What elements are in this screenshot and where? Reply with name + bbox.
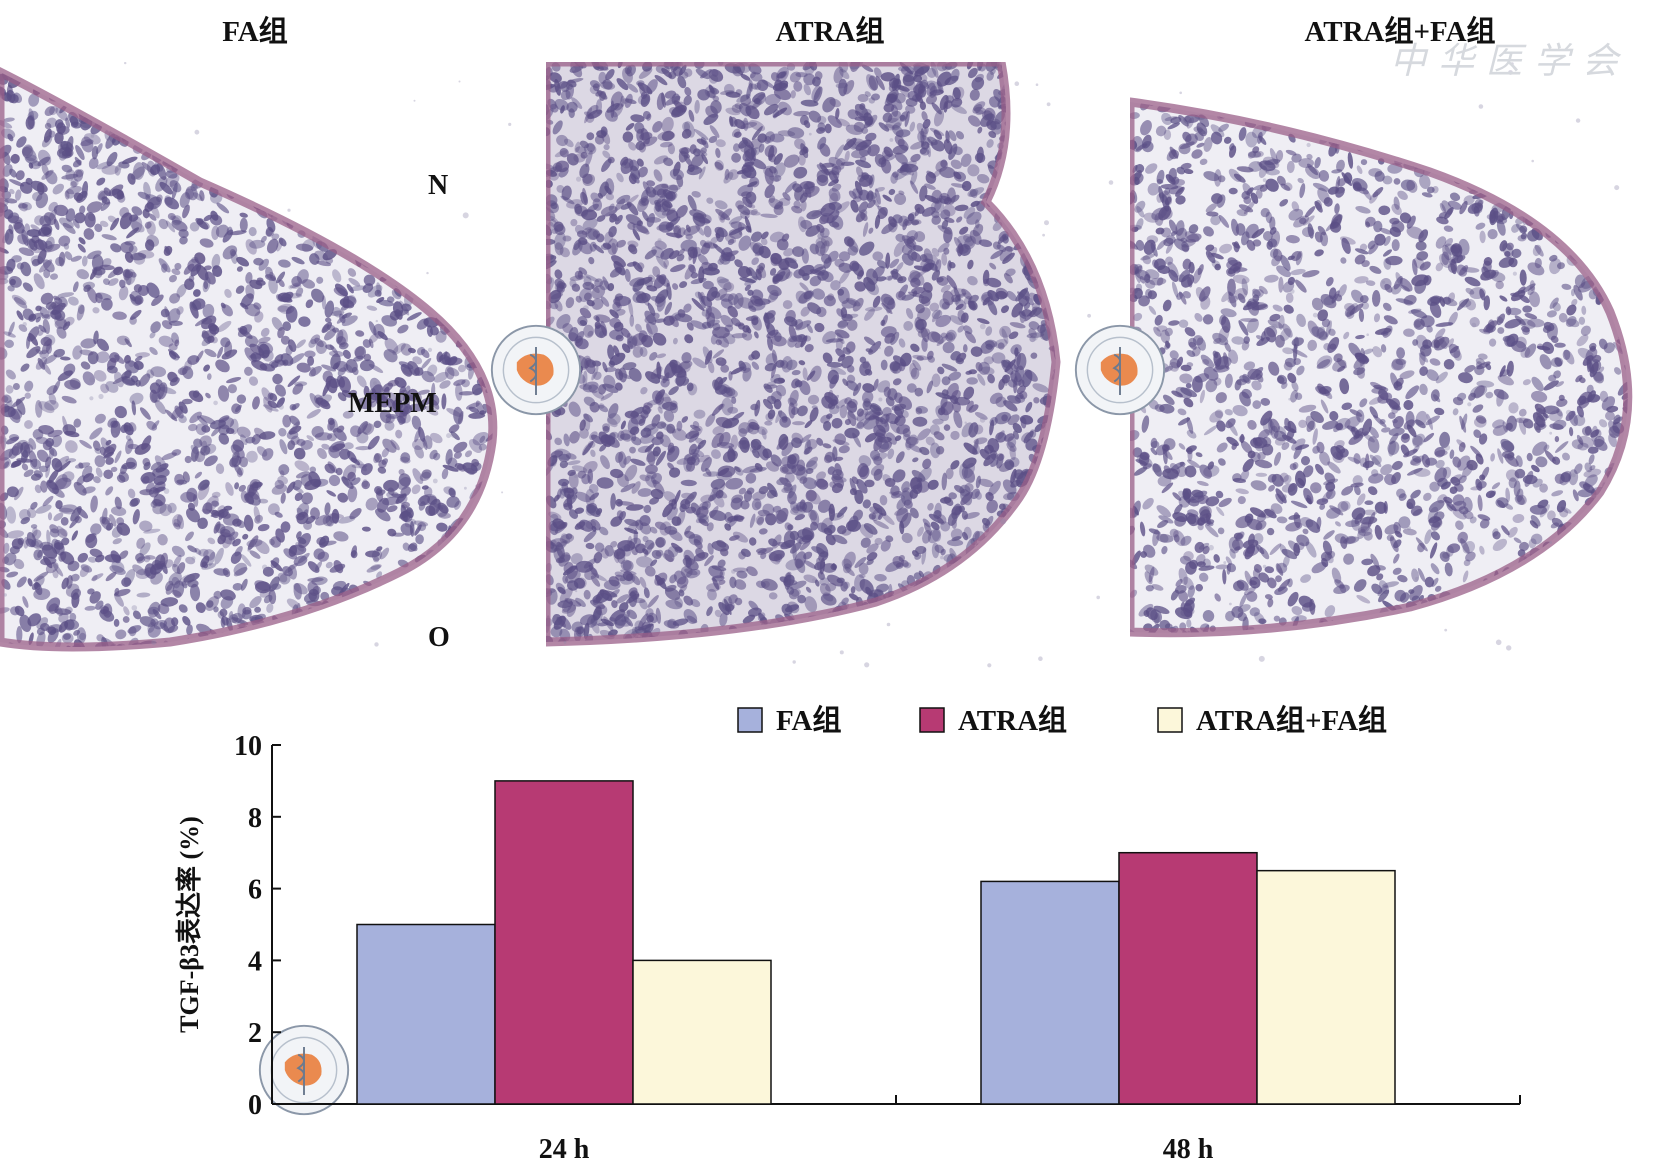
legend-swatch-3 <box>1157 707 1183 733</box>
y-tick-label: 2 <box>248 1018 262 1049</box>
panel-title-atra: ATRA组 <box>775 16 885 48</box>
label-mepm: MEPM <box>348 388 437 419</box>
legend-label-3: ATRA组+FA组 <box>1196 703 1387 737</box>
x-tick-label: 24 h <box>539 1134 590 1165</box>
y-tick-label: 4 <box>248 946 262 977</box>
y-tick-label: 8 <box>248 803 262 834</box>
legend-swatch-2 <box>919 707 945 733</box>
label-oral: O <box>428 622 450 653</box>
y-tick-label: 10 <box>234 731 262 762</box>
legend-swatch-1 <box>737 707 763 733</box>
bar-2-48h <box>1118 851 1258 1105</box>
micrograph-atra-fa <box>1130 62 1655 678</box>
seal-watermark-icon <box>258 1024 350 1116</box>
x-tick-label: 48 h <box>1163 1134 1214 1165</box>
legend-label-2: ATRA组 <box>958 703 1067 737</box>
bar-chart: 0 2 4 6 8 10 TGF-β3表达率 (%) 24 h 48 h FA组 ATRA组 ATRA… <box>174 703 1521 1165</box>
seal-watermark-icon <box>1074 324 1166 416</box>
panel-title-atra-fa: ATRA组+FA组 <box>1304 16 1496 48</box>
watermark-text: 中华医学会 <box>1390 41 1631 81</box>
y-tick-label: 0 <box>248 1090 262 1121</box>
seal-watermark-icon <box>490 324 582 416</box>
bar-1-24h <box>356 923 496 1105</box>
legend-label-1: FA组 <box>776 703 842 737</box>
micrograph-atra <box>546 62 1116 678</box>
bar-2-24h <box>494 780 634 1105</box>
y-axis-label: TGF-β3表达率 (%) <box>174 816 204 1033</box>
y-tick-label: 6 <box>248 875 262 906</box>
panel-title-fa: FA组 <box>222 16 288 48</box>
bar-1-48h <box>980 880 1120 1105</box>
micrograph-fa <box>0 62 516 678</box>
label-nasal: N <box>428 170 449 201</box>
bar-3-48h <box>1256 869 1396 1105</box>
bar-3-24h <box>632 959 772 1105</box>
